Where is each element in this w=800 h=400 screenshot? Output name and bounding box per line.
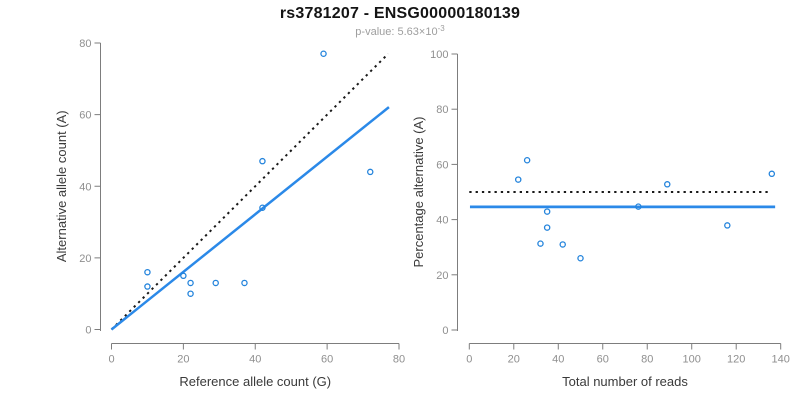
x-tick-label: 60 <box>597 354 609 366</box>
y-tick-label: 0 <box>85 325 91 337</box>
y-axis: 0 20 40 60 80 <box>79 38 101 337</box>
y-tick-label: 60 <box>436 159 448 171</box>
x-axis-title: Reference allele count (G) <box>179 374 331 389</box>
y-tick-label: 40 <box>436 215 448 227</box>
pvalue-subtitle: p-value: 5.63×10-3 <box>0 24 800 38</box>
pvalue-text: p-value: 5.63×10 <box>355 26 438 38</box>
x-tick-label: 120 <box>727 354 745 366</box>
y-axis: 0 20 40 60 80 100 <box>430 49 458 337</box>
y-tick-label: 60 <box>79 110 91 122</box>
pvalue-exponent: -3 <box>437 24 445 33</box>
x-tick-label: 0 <box>108 354 114 366</box>
x-tick-label: 20 <box>177 354 189 366</box>
data-point <box>187 279 194 287</box>
x-tick-label: 40 <box>552 354 564 366</box>
data-point <box>144 268 151 276</box>
y-axis-title: Percentage alternative (A) <box>411 116 426 267</box>
y-tick-label: 40 <box>79 181 91 193</box>
x-tick-label: 80 <box>393 354 405 366</box>
data-point <box>259 204 266 211</box>
data-point <box>320 50 327 57</box>
data-point <box>543 224 551 231</box>
x-axis: 0 20 40 60 80 100 120 140 <box>466 343 790 366</box>
data-points <box>144 50 374 297</box>
data-point <box>537 240 544 247</box>
data-point <box>259 157 266 165</box>
percentage-vs-reads-scatter: 0 20 40 60 80 100 0 20 40 60 80 100 120 140 Total numb… <box>411 49 790 389</box>
regression-line <box>110 106 390 331</box>
y-tick-label: 80 <box>436 104 448 116</box>
data-point <box>241 279 248 287</box>
x-tick-label: 20 <box>508 354 520 366</box>
data-point <box>180 272 187 280</box>
x-tick-label: 140 <box>772 354 790 366</box>
data-point <box>559 241 566 248</box>
y-tick-label: 20 <box>436 270 448 282</box>
data-point <box>768 170 776 178</box>
data-point <box>514 176 522 183</box>
data-point <box>577 254 584 262</box>
allele-counts-scatter: 0 20 40 60 80 0 20 40 60 80 Reference allele count… <box>54 38 405 389</box>
x-tick-label: 100 <box>683 354 701 366</box>
data-point <box>523 157 531 164</box>
data-point <box>664 181 671 188</box>
y-tick-label: 20 <box>79 253 91 265</box>
data-point <box>724 222 731 229</box>
data-point <box>635 203 642 210</box>
x-tick-label: 80 <box>641 354 653 366</box>
data-point <box>212 279 219 287</box>
page-title: rs3781207 - ENSG00000180139 <box>279 5 521 22</box>
y-tick-label: 80 <box>79 38 91 50</box>
x-axis: 0 20 40 60 80 <box>108 343 405 366</box>
x-tick-label: 0 <box>466 354 472 366</box>
identity-line <box>110 53 389 331</box>
data-point <box>144 283 151 290</box>
x-tick-label: 60 <box>321 354 333 366</box>
data-point <box>543 208 551 215</box>
y-tick-label: 100 <box>430 49 448 61</box>
x-axis-title: Total number of reads <box>562 374 688 389</box>
data-points <box>514 157 776 262</box>
y-tick-label: 0 <box>442 325 448 337</box>
data-point <box>366 168 374 176</box>
y-axis-title: Alternative allele count (A) <box>54 110 69 262</box>
x-tick-label: 40 <box>249 354 261 366</box>
data-point <box>187 290 194 297</box>
